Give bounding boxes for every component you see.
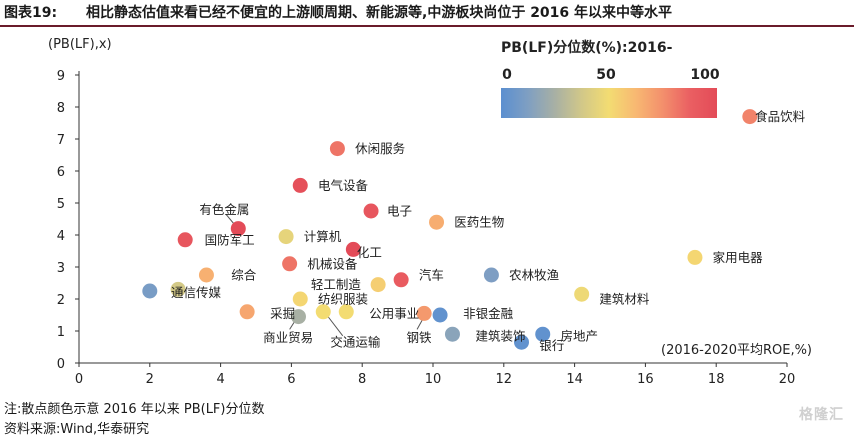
point-label: 休闲服务 xyxy=(355,141,405,156)
point-label: 建筑材料 xyxy=(599,292,650,307)
data-point xyxy=(742,109,758,125)
data-point xyxy=(292,177,308,193)
point-label: 银行 xyxy=(539,338,564,353)
point-label: 有色金属 xyxy=(199,202,249,217)
data-point xyxy=(290,309,306,325)
data-point xyxy=(416,305,432,321)
y-tick-label: 5 xyxy=(57,197,65,212)
data-point xyxy=(514,334,529,350)
point-label: 非银金融 xyxy=(463,306,514,321)
data-point xyxy=(338,304,354,320)
data-point xyxy=(170,281,186,297)
colorbar-tick-label: 50 xyxy=(596,67,616,83)
point-label: 采掘 xyxy=(270,306,295,321)
data-point xyxy=(292,291,308,307)
x-tick-label: 14 xyxy=(566,372,583,387)
x-tick-label: 10 xyxy=(425,372,442,387)
data-point xyxy=(687,249,703,265)
point-label: 家用电器 xyxy=(713,250,764,265)
point-label: 钢铁 xyxy=(406,330,432,345)
colorbar xyxy=(501,88,717,118)
y-tick-label: 3 xyxy=(57,261,65,276)
data-point xyxy=(142,283,158,299)
colorbar-tick-label: 100 xyxy=(690,67,719,83)
watermark-logo: 格隆汇 xyxy=(799,407,844,423)
point-label: 国防军工 xyxy=(205,232,255,247)
colorbar-tick-label: 0 xyxy=(502,67,512,83)
y-tick-label: 7 xyxy=(57,133,65,148)
data-point xyxy=(239,304,255,320)
title-bar: 图表19: 相比静态估值来看已经不便宜的上游顺周期、新能源等,中游板块尚位于 2… xyxy=(0,0,854,27)
figure-label: 图表19: xyxy=(4,5,58,21)
point-label: 轻工制造 xyxy=(311,277,362,292)
data-point xyxy=(429,214,445,230)
point-label: 电子 xyxy=(387,204,412,219)
point-label: 通信传媒 xyxy=(171,285,222,300)
y-tick-label: 4 xyxy=(57,229,65,244)
point-label: 计算机 xyxy=(304,229,342,244)
point-label: 综合 xyxy=(231,268,257,283)
data-point xyxy=(393,272,409,288)
point-label: 建筑装饰 xyxy=(475,328,525,343)
point-label: 纺织服装 xyxy=(318,292,368,307)
x-tick-label: 20 xyxy=(779,372,796,387)
point-label: 房地产 xyxy=(560,328,598,343)
source-note: 资料来源:Wind,华泰研究 xyxy=(4,422,150,437)
data-point xyxy=(315,304,331,320)
data-point xyxy=(483,267,499,283)
colorbar-title: PB(LF)分位数(%):2016- xyxy=(501,39,673,56)
x-tick-label: 12 xyxy=(496,372,513,387)
data-point xyxy=(278,229,294,245)
data-point xyxy=(177,232,193,248)
y-tick-label: 0 xyxy=(57,357,65,372)
data-point xyxy=(345,241,361,257)
data-point xyxy=(574,286,590,302)
y-axis-title: (PB(LF),x) xyxy=(48,37,112,52)
x-tick-label: 6 xyxy=(287,372,295,387)
footnote: 注:散点颜色示意 2016 年以来 PB(LF)分位数 xyxy=(4,402,265,417)
data-point xyxy=(363,203,379,219)
y-tick-label: 1 xyxy=(57,325,65,340)
point-label: 商业贸易 xyxy=(263,330,313,345)
y-tick-label: 2 xyxy=(57,293,65,308)
x-tick-label: 2 xyxy=(146,372,154,387)
data-point xyxy=(230,221,246,237)
data-point xyxy=(444,326,460,342)
point-label: 电气设备 xyxy=(318,178,369,193)
point-label: 交通运输 xyxy=(330,335,381,350)
y-tick-label: 8 xyxy=(57,101,65,116)
x-tick-label: 4 xyxy=(216,372,224,387)
x-tick-label: 18 xyxy=(708,372,725,387)
leader-line xyxy=(326,314,344,337)
x-tick-label: 8 xyxy=(358,372,366,387)
point-label: 汽车 xyxy=(419,268,444,283)
data-point xyxy=(432,307,448,323)
point-label: 公用事业 xyxy=(369,306,419,321)
point-label: 机械设备 xyxy=(307,256,358,271)
point-label: 农林牧渔 xyxy=(509,268,559,283)
figure-title: 相比静态估值来看已经不便宜的上游顺周期、新能源等,中游板块尚位于 2016 年以… xyxy=(86,5,673,21)
data-point xyxy=(282,256,298,272)
point-label: 医药生物 xyxy=(454,215,504,230)
y-tick-label: 6 xyxy=(57,165,65,180)
x-tick-label: 0 xyxy=(75,372,83,387)
x-axis-title: (2016-2020平均ROE,%) xyxy=(661,343,812,358)
point-label: 化工 xyxy=(357,245,382,260)
data-point xyxy=(329,141,345,157)
point-label: 食品饮料 xyxy=(755,109,806,124)
data-point xyxy=(535,326,551,342)
y-tick-label: 9 xyxy=(57,69,65,84)
data-point xyxy=(370,277,386,293)
data-point xyxy=(198,267,214,283)
x-tick-label: 16 xyxy=(637,372,654,387)
